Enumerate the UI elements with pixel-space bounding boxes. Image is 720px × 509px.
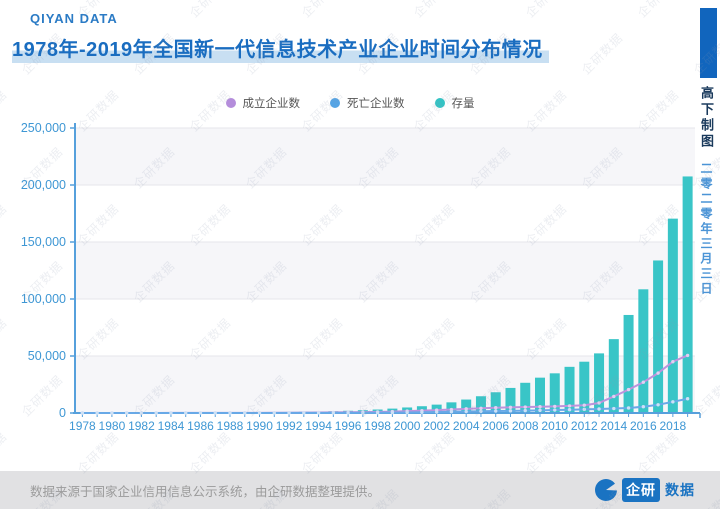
bar-2007: [505, 387, 516, 413]
legend-dot-icon: [434, 98, 445, 108]
svg-text:1998: 1998: [364, 419, 391, 433]
legend-label: 死亡企业数: [347, 98, 405, 110]
chart-legend: 成立企业数 死亡企业数 存量: [0, 95, 700, 111]
legend-item: 存量: [434, 95, 475, 111]
watermark-text: 企研数据: [298, 0, 347, 21]
svg-text:2016: 2016: [630, 419, 657, 433]
qiyan-logo: 企研 数据: [595, 478, 695, 502]
line-死亡企业数: [82, 397, 688, 414]
svg-text:100,000: 100,000: [21, 292, 66, 306]
legend-item: 死亡企业数: [330, 95, 405, 111]
svg-text:2004: 2004: [453, 419, 480, 433]
data-source-text: 数据来源于国家企业信用信息公示系统，由企研数据整理提供。: [30, 484, 381, 499]
corner-accent-bar: [700, 8, 717, 78]
side-date-text: 二零二零年三月三日: [699, 162, 713, 297]
bar-2016: [638, 289, 649, 413]
legend-label: 成立企业数: [242, 98, 301, 110]
side-author-text: 高下制图: [699, 86, 714, 150]
watermark-text: 企研数据: [410, 0, 459, 21]
watermark-text: 企研数据: [186, 0, 235, 21]
svg-text:1978: 1978: [69, 419, 96, 433]
svg-text:150,000: 150,000: [21, 235, 66, 249]
svg-text:1980: 1980: [99, 419, 126, 433]
logo-secondary-text: 数据: [665, 482, 695, 498]
svg-text:1984: 1984: [158, 419, 185, 433]
svg-text:1988: 1988: [217, 419, 244, 433]
legend-dot-icon: [330, 98, 340, 108]
qiyan-logo-icon: [595, 479, 617, 501]
logo-primary-text: 企研: [622, 478, 660, 502]
brand-text: QIYAN DATA: [30, 11, 118, 26]
svg-text:2002: 2002: [423, 419, 450, 433]
svg-text:50,000: 50,000: [28, 349, 66, 363]
svg-text:1990: 1990: [246, 419, 273, 433]
legend-dot-icon: [225, 98, 236, 108]
svg-text:2018: 2018: [660, 419, 687, 433]
bar-2013: [594, 353, 605, 413]
svg-text:2014: 2014: [600, 419, 627, 433]
legend-label: 存量: [451, 98, 475, 110]
svg-text:1994: 1994: [305, 419, 332, 433]
svg-text:1986: 1986: [187, 419, 214, 433]
svg-text:200,000: 200,000: [21, 178, 66, 192]
bar-2009: [535, 377, 545, 413]
watermark-text: 企研数据: [522, 0, 571, 21]
bar-2005: [475, 396, 486, 413]
svg-text:2012: 2012: [571, 419, 598, 433]
bar-2015: [623, 314, 634, 413]
bar-2017: [653, 260, 664, 413]
side-note: 高下制图 二零二零年三月三日: [697, 86, 716, 297]
watermark-text: 企研数据: [634, 0, 683, 21]
svg-text:2006: 2006: [482, 419, 509, 433]
svg-text:250,000: 250,000: [21, 121, 66, 135]
bar-2019: [682, 176, 693, 413]
svg-text:1982: 1982: [128, 419, 155, 433]
bar-2004: [461, 399, 472, 413]
svg-text:2010: 2010: [541, 419, 568, 433]
page-title: 1978年-2019年全国新一代信息技术产业企业时间分布情况: [12, 39, 549, 63]
footer-bar: 数据来源于国家企业信用信息公示系统，由企研数据整理提供。 企研 数据: [0, 471, 720, 509]
bar-2003: [446, 402, 457, 413]
watermark-text: 企研数据: [0, 0, 10, 21]
title-wrap: 1978年-2019年全国新一代信息技术产业企业时间分布情况: [12, 33, 549, 63]
bar-2008: [520, 382, 531, 413]
bar-2011: [564, 366, 575, 413]
svg-text:1992: 1992: [276, 419, 303, 433]
bar-2012: [579, 361, 590, 413]
svg-text:1996: 1996: [335, 419, 362, 433]
bar-2014: [608, 339, 619, 413]
svg-text:0: 0: [59, 406, 66, 420]
bar-2006: [490, 392, 501, 413]
bar-2010: [549, 373, 560, 413]
legend-item: 成立企业数: [225, 95, 301, 111]
svg-text:2000: 2000: [394, 419, 421, 433]
bar-2018: [667, 218, 678, 413]
watermark-text: 企研数据: [579, 30, 626, 78]
svg-text:2008: 2008: [512, 419, 539, 433]
chart-area: 0 50,000 100,000 150,000 200,000 250,000 1978 1…: [0, 116, 710, 446]
